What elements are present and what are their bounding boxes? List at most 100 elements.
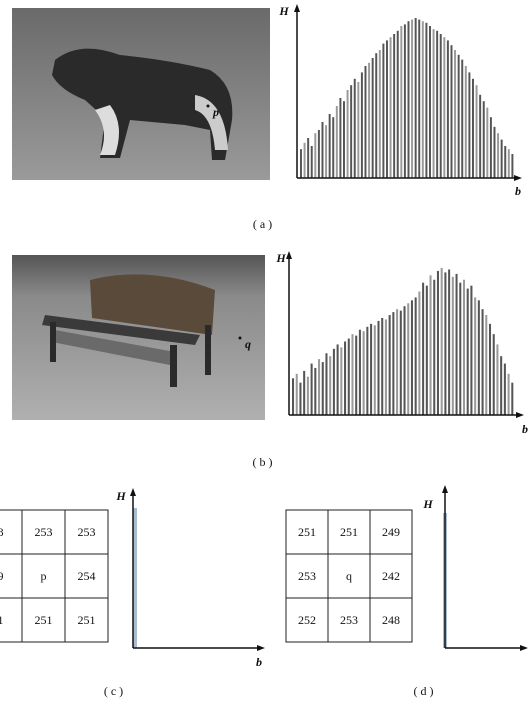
- histogram-bar: [454, 50, 456, 178]
- histogram-bar: [437, 271, 439, 415]
- histogram-bar: [426, 286, 428, 415]
- histogram-bar: [429, 26, 431, 178]
- histogram-bar: [314, 368, 316, 415]
- histogram-bar: [386, 40, 388, 178]
- histogram-bar: [470, 286, 472, 415]
- histogram-bar: [389, 315, 391, 415]
- histogram-bar: [311, 146, 313, 178]
- histogram-bar: [493, 334, 495, 415]
- caption: (d): [414, 684, 437, 698]
- histogram-bar: [508, 149, 510, 178]
- grid-value: 242: [382, 569, 400, 583]
- histogram-bar: [307, 138, 309, 178]
- histogram-bar: [368, 63, 370, 178]
- histogram-bar: [337, 344, 339, 415]
- histogram-bar: [344, 342, 346, 416]
- caption: (c): [104, 684, 126, 698]
- histogram-bar: [397, 31, 399, 178]
- x-axis-label: b: [522, 422, 528, 436]
- grid-value: 253: [340, 613, 358, 627]
- x-arrow: [516, 412, 524, 418]
- histogram-bar: [314, 133, 316, 178]
- histogram-bar: [393, 34, 395, 178]
- histogram-bar: [443, 37, 445, 178]
- grid-value: 253: [298, 569, 316, 583]
- histogram-bar: [508, 374, 510, 415]
- x-arrow: [257, 645, 265, 651]
- grid-value: 252: [298, 613, 316, 627]
- histogram-bar: [296, 374, 298, 415]
- x-axis-label: b: [515, 184, 521, 198]
- histogram-bar: [452, 277, 454, 415]
- histogram-bar: [354, 79, 356, 178]
- grid-value: 254: [78, 569, 96, 583]
- histogram-bar: [418, 292, 420, 415]
- histogram-bar: [500, 356, 502, 415]
- histogram-bar: [463, 280, 465, 415]
- histogram-bar: [359, 330, 361, 415]
- y-axis-label: H: [115, 489, 126, 503]
- grid-value: p: [41, 569, 47, 583]
- histogram-bar: [370, 324, 372, 415]
- histogram-bar: [497, 133, 499, 178]
- histogram-bar: [448, 269, 450, 415]
- histogram-bar: [458, 55, 460, 178]
- histogram-bar: [307, 377, 309, 415]
- histogram-bar: [300, 149, 302, 178]
- histogram-bar: [329, 356, 331, 415]
- histogram-bar: [333, 349, 335, 415]
- histogram-bar: [444, 272, 446, 415]
- histogram-bar: [361, 72, 363, 178]
- histogram-bar: [404, 306, 406, 415]
- figure: Hb(a)pHb(b)qHb(c)82532539p2541251251H(d)…: [0, 0, 528, 709]
- x-arrow: [520, 645, 528, 651]
- histogram-bar: [479, 95, 481, 178]
- histogram-bar: [329, 114, 331, 178]
- histogram-bar: [377, 321, 379, 415]
- histogram-bar: [451, 45, 453, 178]
- grid-value: 9: [0, 569, 4, 583]
- histogram-bar: [363, 331, 365, 415]
- histogram-bar: [400, 311, 402, 415]
- histogram-bar: [374, 325, 376, 415]
- histogram-bar: [325, 125, 327, 178]
- histogram-bar: [486, 108, 488, 178]
- histogram-bar: [496, 344, 498, 415]
- histogram-bar: [372, 58, 374, 178]
- histogram-bar: [322, 362, 324, 415]
- histogram-bar: [490, 117, 492, 178]
- grid-value: 251: [35, 613, 53, 627]
- histogram-bar: [459, 283, 461, 415]
- histogram-bar: [318, 130, 320, 178]
- x-axis-label: b: [256, 655, 262, 669]
- x-arrow: [514, 175, 522, 181]
- histogram-bar: [311, 364, 313, 415]
- grid-value: 251: [298, 525, 316, 539]
- histogram-bar: [482, 309, 484, 415]
- histogram-bar: [489, 324, 491, 415]
- histogram-bar: [332, 117, 334, 178]
- histogram-bar: [375, 53, 377, 178]
- grid-value: 251: [340, 525, 358, 539]
- histogram-bar: [467, 289, 469, 415]
- grid-value: 248: [382, 613, 400, 627]
- grid-value: 251: [78, 613, 96, 627]
- histogram-bar: [433, 29, 435, 178]
- histogram-bar: [422, 21, 424, 178]
- histogram-bar: [461, 60, 463, 178]
- histogram-bar: [336, 106, 338, 178]
- y-axis-label: H: [422, 497, 433, 511]
- histogram-bar: [351, 334, 353, 415]
- histogram-bar: [494, 127, 496, 178]
- grid-value: 253: [35, 525, 53, 539]
- histogram-bar: [501, 140, 503, 178]
- histogram-bar: [472, 79, 474, 178]
- histogram-bar: [511, 154, 513, 178]
- histogram-bar: [447, 40, 449, 178]
- histogram-bar: [478, 300, 480, 415]
- histogram-bar: [474, 297, 476, 415]
- histogram-bar: [396, 309, 398, 415]
- histogram-bar: [465, 66, 467, 178]
- histogram-bar: [483, 101, 485, 178]
- histogram-bar: [318, 359, 320, 415]
